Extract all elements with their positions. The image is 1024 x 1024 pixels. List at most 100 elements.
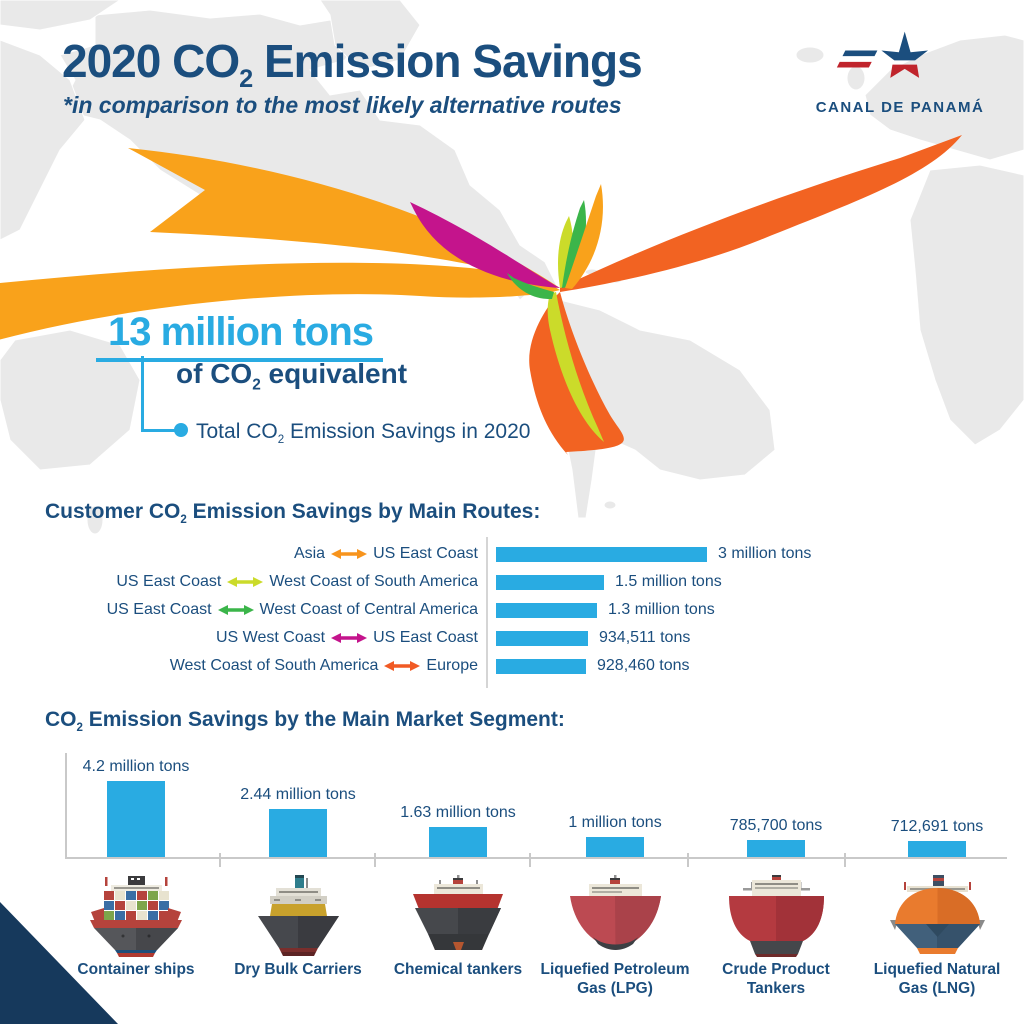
segment-column: 785,700 tons	[696, 817, 856, 857]
chemical-tanker-icon	[413, 875, 503, 950]
route-to: US East Coast	[373, 545, 478, 562]
ship-illustration	[560, 874, 670, 958]
axis-tick	[374, 853, 376, 867]
axis-tick	[529, 853, 531, 867]
segments-y-axis	[65, 753, 67, 859]
double-arrow-icon	[227, 577, 264, 587]
segment-bar	[107, 781, 165, 857]
map-africa	[909, 164, 1024, 446]
ship-illustration	[81, 874, 191, 958]
route-bar	[496, 630, 588, 646]
route-to: West Coast of South America	[269, 573, 478, 590]
map-greenland	[319, 0, 421, 71]
ribbon-amber-north	[565, 184, 603, 289]
routes-chart-heading: Customer CO2 Emission Savings by Main Ro…	[45, 500, 541, 527]
segment-bar	[908, 841, 966, 857]
ribbon-green-west	[507, 273, 554, 300]
route-bar	[496, 602, 597, 618]
route-from: US West Coast	[215, 629, 326, 646]
route-bar	[496, 658, 586, 674]
map-siberia-edge	[0, 0, 121, 31]
ribbon-yellow-green-south	[547, 292, 604, 442]
route-to: West Coast of Central America	[259, 601, 478, 618]
map-island	[603, 500, 617, 510]
segment-column: 1.63 million tons	[378, 804, 538, 857]
segment-bar	[586, 837, 644, 857]
segment-label: Liquefied Natural Gas (LNG)	[873, 961, 1001, 998]
axis-tick	[844, 853, 846, 867]
map-asia-edge	[0, 39, 86, 241]
route-to: US East Coast	[373, 629, 478, 646]
total-savings-headline: 13 million tons	[96, 310, 384, 362]
callout-connector-vertical	[141, 356, 144, 432]
route-row: US East Coast West Coast of Central Amer…	[0, 596, 1024, 624]
callout-connector-horizontal	[141, 429, 178, 432]
route-label: Asia US East Coast	[0, 545, 478, 563]
route-from: West Coast of South America	[169, 657, 379, 674]
route-label: US East Coast West Coast of South Americ…	[0, 573, 478, 591]
lpg-tanker-icon	[570, 875, 661, 950]
segment-value: 712,691 tons	[890, 818, 984, 835]
ship-illustration	[882, 874, 992, 958]
page-title: 2020 CO2 Emission Savings	[62, 35, 643, 94]
map-new-zealand	[86, 505, 104, 535]
segment-label: Container ships	[77, 961, 195, 978]
segment-bar	[747, 840, 805, 857]
double-arrow-icon	[331, 633, 368, 643]
route-row: US East Coast West Coast of South Americ…	[0, 568, 1024, 596]
route-value: 934,511 tons	[599, 629, 691, 646]
double-arrow-icon	[217, 605, 254, 615]
route-label: US West Coast US East Coast	[0, 629, 478, 647]
route-value: 1.5 million tons	[615, 573, 722, 590]
routes-axis-divider	[486, 537, 488, 688]
ship-illustration	[243, 874, 353, 958]
dry-bulk-carrier-icon	[258, 875, 339, 956]
callout-bullet	[174, 423, 188, 437]
crude-product-tanker-icon	[729, 875, 824, 957]
route-value: 1.3 million tons	[608, 601, 715, 618]
segment-column: 712,691 tons	[857, 818, 1017, 857]
route-from: Asia	[293, 545, 326, 562]
route-row: US West Coast US East Coast 934,511 tons	[0, 624, 1024, 652]
axis-tick	[687, 853, 689, 867]
double-arrow-icon	[331, 549, 368, 559]
map-australia	[0, 329, 141, 471]
segment-label: Liquefied Petroleum Gas (LPG)	[540, 961, 690, 998]
page-subtitle: *in comparison to the most likely altern…	[63, 92, 622, 118]
canal-star-icon	[836, 31, 929, 78]
route-value: 928,460 tons	[597, 657, 690, 674]
segment-bar	[269, 809, 327, 857]
routes-chart: Asia US East Coast 3 million tons US Eas…	[0, 540, 1024, 680]
segment-bar	[429, 827, 487, 857]
container-ship-icon	[90, 876, 182, 957]
segment-column: 1 million tons	[535, 814, 695, 857]
segment-value: 4.2 million tons	[82, 758, 190, 775]
segments-chart-heading: CO2 Emission Savings by the Main Market …	[45, 708, 565, 735]
total-savings-subline: of CO2 equivalent	[176, 358, 408, 394]
map-iceland	[795, 46, 825, 64]
total-savings-callout: Total CO2 Emission Savings in 2020	[196, 420, 531, 447]
route-bar	[496, 574, 604, 590]
route-label: US East Coast West Coast of Central Amer…	[0, 601, 478, 619]
segment-value: 1 million tons	[568, 814, 662, 831]
segment-label: Crude Product Tankers	[722, 961, 830, 998]
segment-value: 2.44 million tons	[240, 786, 356, 803]
route-from: US East Coast	[106, 601, 212, 618]
route-ribbons	[0, 135, 962, 455]
segment-column: 2.44 million tons	[218, 786, 378, 857]
segment-value: 1.63 million tons	[400, 804, 516, 821]
route-to: Europe	[426, 657, 478, 674]
segment-label: Dry Bulk Carriers	[234, 961, 362, 978]
ribbon-europe	[560, 135, 962, 292]
lng-tanker-icon	[890, 875, 985, 954]
route-label: West Coast of South America Europe	[0, 657, 478, 675]
logo-wordmark: CANAL DE PANAMÁ	[815, 99, 985, 116]
segments-baseline	[65, 857, 1007, 859]
ribbon-asia	[0, 262, 560, 340]
canal-de-panama-logo: CANAL DE PANAMÁ	[800, 26, 1000, 116]
ship-illustration	[403, 874, 513, 958]
route-row: Asia US East Coast 3 million tons	[0, 540, 1024, 568]
ship-illustration	[721, 874, 831, 958]
route-from: US East Coast	[116, 573, 222, 590]
